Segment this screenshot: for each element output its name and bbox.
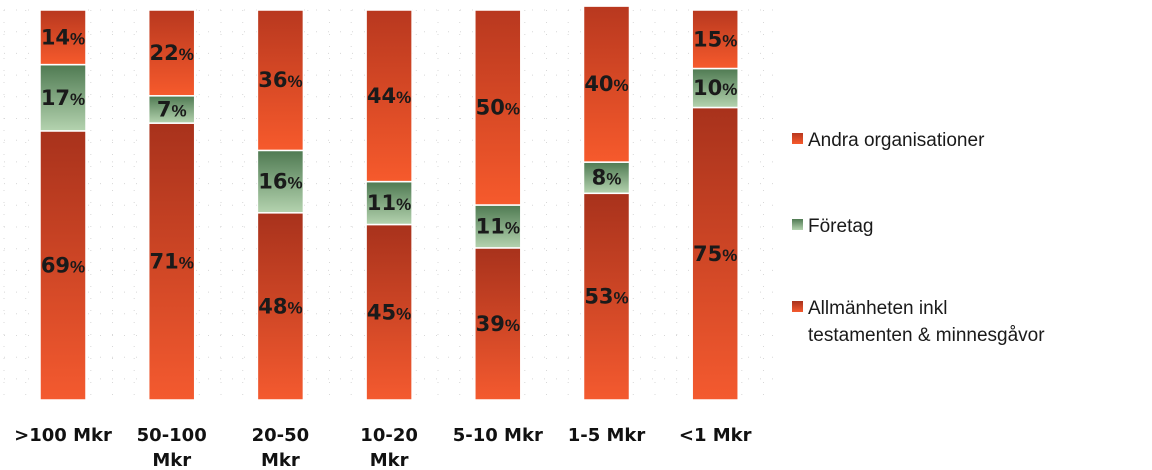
data-label: 7% xyxy=(157,97,187,121)
bar-1-5-mkr-allm-nheten-inkl-tes xyxy=(582,192,631,401)
data-label: 50% xyxy=(476,96,520,120)
bar-10-20-mkr-allm-nheten-inkl-tes xyxy=(365,223,413,401)
bar-5-10-mkr-andra-organisationer xyxy=(474,9,522,206)
bar-10-20-mkr-f-retag xyxy=(365,180,413,226)
data-label: 40% xyxy=(584,72,628,96)
data-label: 17% xyxy=(41,86,85,110)
data-label: 11% xyxy=(476,214,520,238)
legend: Andra organisationer Företag Allmänheten i… xyxy=(792,130,1045,346)
data-label: 10% xyxy=(693,76,737,100)
bar-1-5-mkr-andra-organisationer xyxy=(582,5,631,163)
data-label: 53% xyxy=(584,285,628,309)
bar-50-100-mkr-andra-organisationer xyxy=(147,9,196,97)
data-label: 11% xyxy=(367,191,411,215)
data-label: 75% xyxy=(693,242,737,266)
legend-swatch xyxy=(792,219,803,230)
data-label: 69% xyxy=(41,253,85,277)
bar-5-10-mkr-allm-nheten-inkl-tes xyxy=(474,247,522,401)
data-label: 22% xyxy=(150,41,194,65)
category-label: 10-20 Mkr xyxy=(360,425,418,470)
data-label: 71% xyxy=(150,250,194,274)
data-label: 16% xyxy=(258,170,302,194)
category-label: >100 Mkr xyxy=(14,425,112,446)
data-label: 36% xyxy=(258,68,302,92)
data-label: 14% xyxy=(41,25,85,49)
bar-1-mkr-andra-organisationer xyxy=(691,9,739,70)
bar-20-50-mkr-andra-organisationer xyxy=(256,9,305,152)
bar-5-10-mkr-f-retag xyxy=(474,204,522,249)
bar-100-mkr-andra-organisationer xyxy=(39,9,87,66)
legend-label: Andra organisationer xyxy=(808,130,985,151)
category-axis-labels: >100 Mkr 50-100 Mkr 20-50 Mkr 10-20 Mkr 5-10 Mk… xyxy=(14,425,751,470)
data-labels: 69% 17% 14% 71% 7% 22% 48% 16% 36% 45% 11% 44% 39% 11… xyxy=(41,25,738,336)
bars xyxy=(39,5,739,401)
category-label: 50-100 Mkr xyxy=(137,425,207,470)
bar-20-50-mkr-allm-nheten-inkl-tes xyxy=(256,212,305,401)
legend-label: Allmänheten inkl testamenten & minnesgåvo… xyxy=(808,298,1045,346)
legend-swatch xyxy=(792,133,803,144)
bar-100-mkr-allm-nheten-inkl-tes xyxy=(39,130,87,401)
category-label: 5-10 Mkr xyxy=(453,425,543,446)
bar-1-5-mkr-f-retag xyxy=(582,161,631,195)
data-label: 44% xyxy=(367,84,411,108)
data-label: 45% xyxy=(367,300,411,324)
legend-swatch xyxy=(792,301,803,312)
category-label: 20-50 Mkr xyxy=(252,425,310,470)
bar-50-100-mkr-f-retag xyxy=(147,95,196,124)
data-label: 39% xyxy=(476,312,520,336)
data-label: 15% xyxy=(693,27,737,51)
category-label: 1-5 Mkr xyxy=(568,425,646,446)
bar-1-mkr-allm-nheten-inkl-tes xyxy=(691,106,739,401)
legend-label: Företag xyxy=(808,216,873,237)
bar-10-20-mkr-andra-organisationer xyxy=(365,9,413,183)
data-label: 8% xyxy=(592,166,622,190)
bar-20-50-mkr-f-retag xyxy=(256,149,305,214)
data-label: 48% xyxy=(258,294,302,318)
category-label: <1 Mkr xyxy=(679,425,752,446)
